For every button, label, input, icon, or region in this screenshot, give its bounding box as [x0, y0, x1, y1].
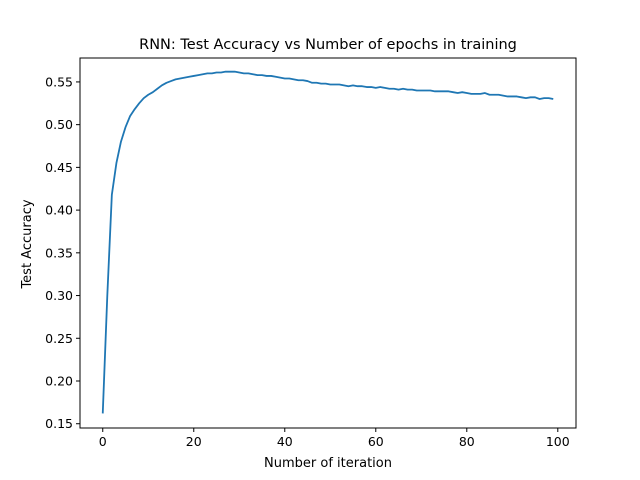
y-tick-label: 0.45: [45, 160, 73, 175]
series-line-0: [101, 70, 554, 414]
x-axis-label: Number of iteration: [264, 456, 392, 471]
y-tick-label: 0.50: [45, 117, 73, 132]
y-tick-label: 0.40: [45, 203, 73, 218]
plot-area: 0 20 40 60 80 100 0.15 0.20 0.25 0.30 0.35 0.40 0.45…: [45, 57, 577, 449]
x-tick-label: 60: [368, 434, 384, 449]
plot-frame: [79, 57, 577, 429]
y-tick-label: 0.20: [45, 374, 73, 389]
x-tick-label: 0: [99, 434, 107, 449]
y-tick-label: 0.30: [45, 288, 73, 303]
x-tick-label: 100: [546, 434, 570, 449]
x-tick-label: 20: [186, 434, 202, 449]
y-tick-label: 0.15: [45, 416, 73, 431]
chart-title: RNN: Test Accuracy vs Number of epochs i…: [139, 37, 517, 53]
y-tick-label: 0.25: [45, 331, 73, 346]
y-axis-label: Test Accuracy: [20, 199, 35, 289]
x-tick-label: 80: [459, 434, 475, 449]
y-tick-label: 0.55: [45, 74, 73, 89]
x-tick-label: 40: [277, 434, 293, 449]
y-tick-label: 0.35: [45, 245, 73, 260]
